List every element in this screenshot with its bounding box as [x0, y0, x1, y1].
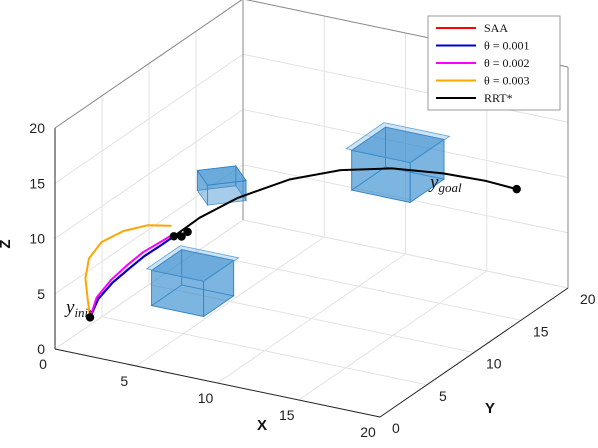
obstacle-face [350, 126, 446, 164]
z-axis-label: Z [0, 239, 14, 248]
grid-line [195, 251, 522, 321]
trajectory-node [177, 232, 186, 241]
legend-label: θ = 0.001 [484, 39, 530, 53]
y-tick-label: 10 [486, 356, 502, 372]
obstacle-face [196, 165, 247, 186]
grid-line [242, 53, 569, 123]
obstacle-shell [145, 245, 240, 282]
annotation-y-init: yinit [64, 297, 92, 320]
y-tick-label: 15 [533, 323, 549, 339]
annotation-y-goal-sub: goal [438, 180, 462, 195]
series-layer [84, 167, 518, 319]
grid-line [298, 270, 488, 401]
node-layer [85, 184, 521, 322]
trajectory-node [183, 227, 192, 237]
annotation-y-goal: ygoal [428, 172, 462, 195]
y-tick-label: 0 [392, 420, 400, 436]
y-axis-label: Y [485, 400, 495, 417]
z-tick-label: 10 [29, 231, 45, 247]
box-edge [54, 0, 243, 129]
x-tick-label: 5 [120, 373, 128, 389]
trajectory-node [85, 313, 95, 322]
legend-label: SAA [484, 21, 508, 35]
legend-rows: SAA θ = 0.001 θ = 0.002 θ = 0.003 RRT* [436, 21, 530, 105]
grid-line [242, 109, 569, 178]
annotation-y-init-base: y [64, 297, 75, 318]
x-tick-label: 10 [198, 390, 214, 406]
y-axis-line [379, 287, 569, 418]
series-line-theta-2 [89, 233, 174, 319]
grid-line [54, 109, 244, 239]
obstacle-shell [345, 122, 451, 163]
obstacle-box [196, 164, 247, 207]
obstacle-box [345, 122, 451, 204]
z-tick-label: 20 [29, 120, 45, 136]
series-line-theta-1 [89, 235, 175, 319]
z-tick-label: 5 [37, 286, 45, 302]
obstacle-layer [145, 122, 451, 318]
svg-text:ygoal: ygoal [428, 172, 462, 195]
obstacle-box [145, 245, 240, 318]
svg-text:yinit: yinit [64, 297, 92, 320]
z-tick-label: 0 [37, 341, 45, 357]
legend-label: θ = 0.003 [484, 74, 530, 88]
grid-line [148, 284, 475, 353]
legend-label: RRT* [484, 91, 513, 105]
annotation-y-goal-base: y [428, 172, 439, 193]
trajectory-node [512, 184, 521, 194]
annotation-y-init-sub: init [74, 305, 92, 320]
z-tick-label: 15 [29, 175, 45, 191]
tick-layer: 0 5 10 15 20 0 5 10 15 20 0 5 10 15 20 [29, 120, 595, 440]
x-axis-label: X [257, 417, 267, 434]
obstacle-face [150, 249, 235, 282]
series-line-theta-3 [84, 224, 172, 319]
x-tick-label: 15 [279, 407, 295, 423]
grid-line [242, 219, 569, 289]
legend: SAA θ = 0.001 θ = 0.002 θ = 0.003 RRT* [427, 15, 561, 111]
y-tick-label: 20 [580, 291, 596, 307]
grid-line [54, 53, 244, 184]
trajectory-node [169, 232, 179, 241]
x-tick-label: 20 [360, 424, 376, 440]
x-tick-label: 0 [39, 356, 47, 372]
x-axis-line [54, 348, 381, 418]
y-tick-label: 5 [439, 388, 447, 404]
legend-label: θ = 0.002 [484, 56, 530, 70]
